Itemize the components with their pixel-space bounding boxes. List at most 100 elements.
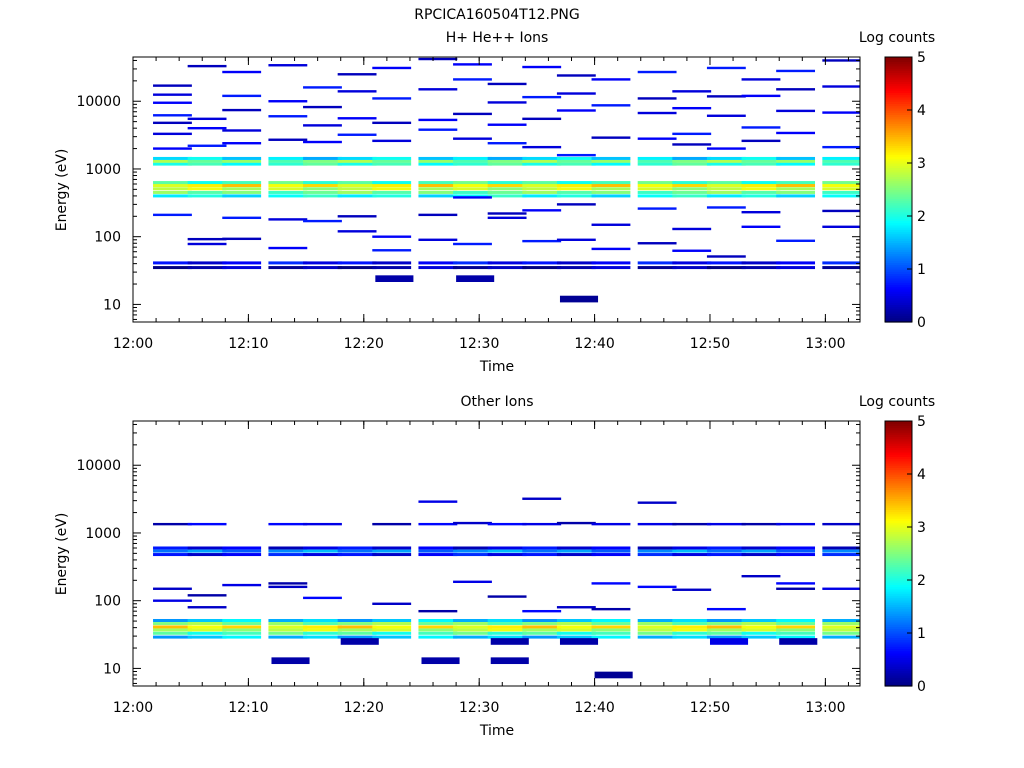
heatmap-cell — [453, 137, 492, 140]
heatmap-cell — [187, 181, 227, 185]
heatmap-cell — [153, 631, 192, 635]
heatmap-cell — [637, 625, 677, 629]
colorbar-segment — [885, 507, 912, 510]
heatmap-cell — [268, 183, 308, 187]
colorbar-segment — [885, 178, 912, 182]
heatmap-cell — [522, 266, 562, 270]
heatmap-cell — [372, 635, 412, 639]
heatmap-cell — [522, 549, 562, 553]
heatmap-cell — [153, 522, 192, 526]
colorbar-segment — [885, 242, 912, 246]
heatmap-cell — [706, 66, 746, 70]
heatmap-cell — [591, 635, 631, 639]
heatmap-cell — [591, 582, 631, 585]
heatmap-cell — [153, 553, 192, 557]
heatmap-cell — [187, 631, 227, 635]
heatmap-cell — [776, 625, 816, 629]
heatmap-cell — [741, 549, 781, 553]
heatmap-cell — [672, 162, 712, 166]
heatmap-cell — [372, 183, 412, 187]
heatmap-cell — [741, 78, 781, 81]
heatmap-cell — [672, 625, 712, 629]
heatmap-cell — [522, 145, 562, 149]
heatmap-cell — [487, 261, 527, 265]
heatmap-cell — [222, 70, 262, 74]
heatmap-cell — [591, 78, 631, 81]
heatmap-cell — [487, 187, 527, 191]
heatmap-cell — [672, 143, 712, 146]
colorbar-segment — [885, 169, 912, 173]
heatmap-cell — [706, 553, 746, 557]
heatmap-cell — [822, 622, 860, 626]
heatmap-cell — [268, 100, 308, 103]
colorbar-segment — [885, 610, 912, 614]
colorbar-segment — [885, 683, 912, 687]
colorbar-segment — [885, 679, 912, 683]
heatmap-cell — [591, 162, 631, 166]
colorbar-segment — [885, 158, 912, 162]
heatmap-cell — [418, 261, 458, 265]
colorbar-top: 0 1 2 3 4 5 — [884, 50, 926, 331]
colorbar-segment — [885, 668, 912, 672]
heatmap-cell — [591, 190, 631, 194]
heatmap-cell — [303, 156, 342, 160]
heatmap-cell — [822, 631, 860, 635]
colorbar-segment — [885, 116, 912, 120]
colorbar-segment — [885, 509, 912, 513]
x-tick-label: 12:00 — [113, 700, 153, 716]
heatmap-cell — [591, 223, 631, 226]
colorbar-segment — [885, 538, 912, 541]
colorbar-tick-label: 1 — [917, 262, 926, 278]
heatmap-cell — [222, 625, 262, 629]
y-tick-label: 10 — [103, 297, 121, 313]
colorbar-segment — [885, 176, 912, 180]
colorbar-segment — [885, 273, 912, 277]
heatmap-cell — [372, 618, 412, 622]
heatmap-cell — [487, 212, 527, 215]
heatmap-cell — [337, 194, 377, 198]
heatmap-cell — [672, 190, 712, 194]
heatmap-cell — [741, 618, 781, 622]
heatmap-cell — [591, 159, 631, 163]
heatmap-cell — [303, 140, 342, 144]
colorbar-segment — [885, 586, 912, 590]
colorbar-segment — [885, 227, 912, 230]
heatmap-cell — [706, 625, 746, 629]
heatmap-cell — [556, 203, 596, 206]
heatmap-cell — [637, 549, 677, 553]
heatmap-cell — [559, 295, 599, 303]
heatmap-cell — [187, 183, 227, 187]
heatmap-cell — [268, 266, 308, 270]
colorbar-segment — [885, 485, 912, 488]
colorbar-segment — [885, 310, 912, 314]
heatmap-cell — [153, 156, 192, 160]
colorbar-segment — [885, 624, 912, 627]
heatmap-cell — [741, 628, 781, 632]
heatmap-cell — [268, 522, 308, 526]
colorbar-top-label: Log counts — [859, 30, 935, 46]
heatmap-cell — [741, 194, 781, 198]
colorbar-segment — [885, 229, 912, 233]
heatmap-cell — [222, 553, 262, 557]
heatmap-cell — [637, 187, 677, 191]
heatmap-cell — [672, 156, 712, 160]
colorbar-segment — [885, 182, 912, 186]
heatmap-cell — [487, 101, 527, 104]
heatmap-cell — [706, 266, 746, 270]
heatmap-cell — [591, 156, 631, 160]
colorbar-segment — [885, 652, 912, 656]
heatmap-cell — [453, 196, 492, 199]
colorbar-segment — [885, 103, 912, 107]
heatmap-cell — [822, 625, 860, 629]
heatmap-cell — [418, 88, 458, 91]
heatmap-cell — [522, 187, 562, 191]
heatmap-cell — [303, 194, 342, 198]
heatmap-cell — [303, 181, 342, 185]
heatmap-cell — [153, 187, 192, 191]
heatmap-cell — [372, 622, 412, 626]
heatmap-cell — [591, 546, 631, 550]
heatmap-cell — [776, 522, 816, 526]
heatmap-cell — [522, 631, 562, 635]
heatmap-cell — [822, 618, 860, 622]
heatmap-cell — [418, 57, 458, 61]
